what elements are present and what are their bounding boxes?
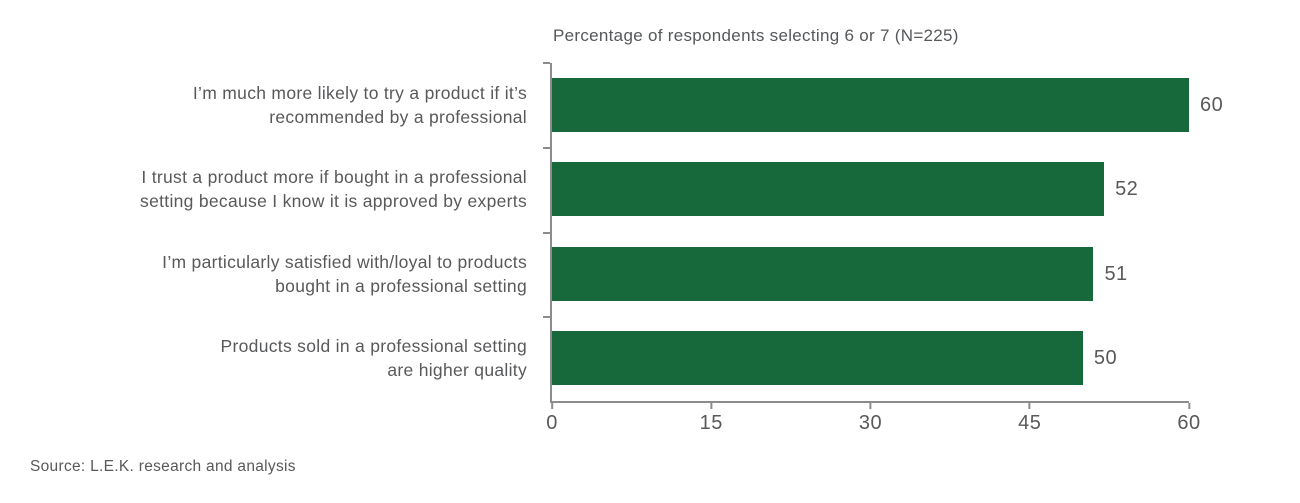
- category-label: I trust a product more if bought in a pr…: [0, 162, 527, 216]
- y-axis-tick: [543, 316, 550, 318]
- x-axis-tick-label: 30: [858, 412, 883, 434]
- bar: [552, 162, 1105, 216]
- bar: [552, 331, 1083, 385]
- x-axis-tick-label: 60: [1177, 412, 1201, 434]
- bar: [552, 78, 1189, 132]
- x-axis-tickmark: [1028, 403, 1031, 409]
- bar-row: 50: [552, 331, 1189, 385]
- plot-area: 60 52 51 50 0 15 30 45: [543, 62, 1223, 434]
- category-label-line: I’m particularly satisfied with/loyal to…: [162, 251, 527, 272]
- value-label: 51: [1104, 262, 1128, 285]
- category-label: Products sold in a professional setting …: [0, 331, 527, 385]
- y-axis-tick: [543, 62, 550, 64]
- x-axis-tick: 15: [700, 403, 723, 435]
- bar: [552, 247, 1094, 301]
- x-axis-tick-label: 0: [546, 412, 558, 434]
- x-axis-tickmark: [869, 403, 872, 409]
- value-label: 50: [1093, 346, 1118, 369]
- y-axis-tick: [543, 147, 550, 149]
- bar-row: 51: [552, 247, 1189, 301]
- x-axis-tick-label: 45: [1018, 412, 1042, 434]
- x-axis-tickmark: [710, 403, 713, 409]
- x-axis-tickmark: [1188, 403, 1190, 409]
- chart-title: Percentage of respondents selecting 6 or…: [553, 26, 959, 45]
- value-label: 60: [1200, 93, 1224, 116]
- value-label: 52: [1115, 177, 1139, 200]
- x-axis-tick-label: 15: [699, 412, 723, 434]
- bar-row: 52: [552, 162, 1189, 216]
- x-axis-tick: 0: [546, 403, 558, 435]
- category-label-line: setting because I know it is approved by…: [140, 191, 527, 211]
- category-label-line: Products sold in a professional setting: [220, 335, 527, 356]
- category-label-line: I trust a product more if bought in a pr…: [141, 166, 527, 187]
- x-axis-tickmark: [551, 403, 553, 409]
- category-label-line: recommended by a professional: [269, 107, 527, 127]
- category-label: I’m particularly satisfied with/loyal to…: [0, 247, 527, 301]
- category-label-line: are higher quality: [387, 360, 527, 380]
- x-axis-tick: 30: [859, 403, 882, 435]
- category-label-line: bought in a professional setting: [275, 276, 527, 296]
- bar-row: 60: [552, 78, 1223, 132]
- x-axis-tick: 45: [1018, 403, 1041, 435]
- x-axis-tick: 60: [1177, 403, 1200, 435]
- y-axis-tick: [543, 232, 550, 234]
- category-label-line: I’m much more likely to try a product if…: [192, 82, 527, 103]
- source-note: Source: L.E.K. research and analysis: [30, 458, 296, 475]
- category-label: I’m much more likely to try a product if…: [0, 78, 527, 132]
